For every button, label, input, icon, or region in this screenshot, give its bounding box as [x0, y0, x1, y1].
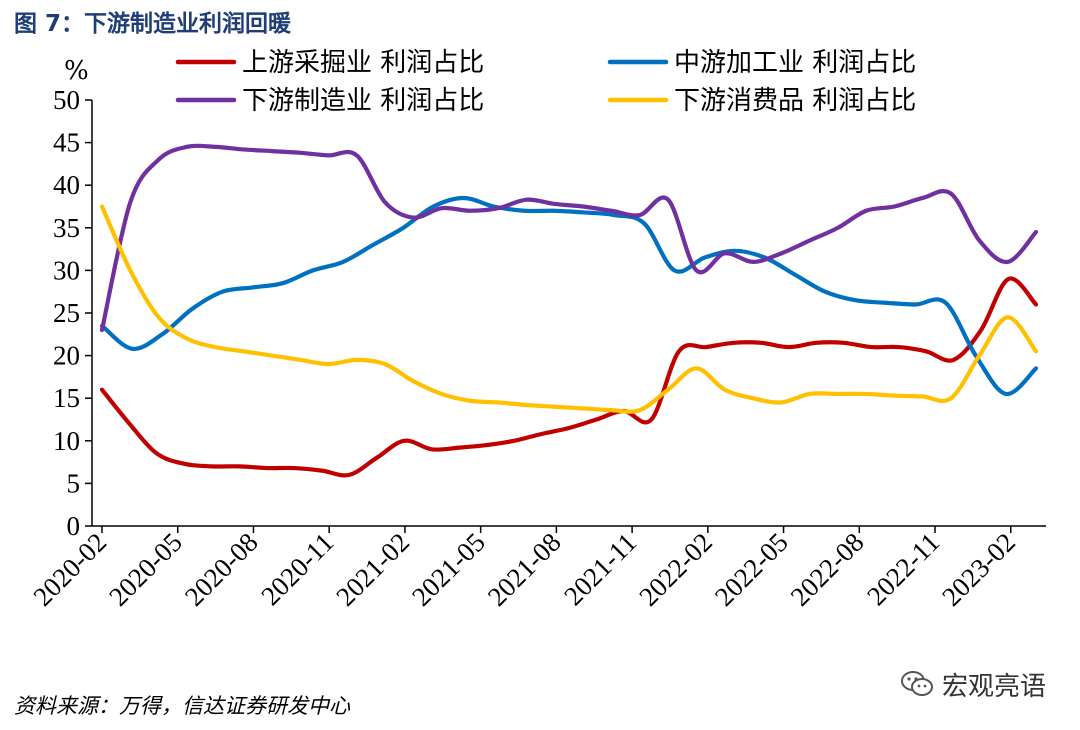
series-line-4 — [99, 204, 1039, 414]
y-tick-label: 50 — [53, 85, 80, 115]
legend-label-3: 下游制造业 利润占比 — [242, 86, 484, 116]
x-tick-label: 2022-05 — [709, 527, 794, 612]
x-tick-label: 2021-05 — [406, 527, 491, 612]
watermark: 宏观亮语 — [900, 664, 1046, 704]
legend-label-1: 上游采掘业 利润占比 — [242, 48, 484, 78]
y-tick-label: 0 — [67, 511, 81, 541]
series-line-2 — [99, 195, 1039, 397]
y-tick-label: 5 — [67, 468, 81, 498]
y-tick-label: 15 — [53, 383, 80, 413]
x-tick-label: 2021-08 — [482, 527, 567, 612]
x-tick-label: 2020-11 — [255, 527, 339, 611]
x-tick-label: 2020-05 — [103, 527, 188, 612]
y-tick-label: 35 — [53, 213, 80, 243]
watermark-text: 宏观亮语 — [942, 671, 1047, 702]
y-tick-label: 25 — [53, 298, 80, 328]
source-note: 资料来源：万得，信达证券研发中心 — [14, 694, 350, 718]
y-tick-label: 30 — [53, 255, 80, 285]
wechat-icon — [901, 671, 933, 696]
x-tick-label: 2022-11 — [861, 527, 945, 611]
y-tick-label: 40 — [53, 170, 80, 200]
figure-title: 图 7：下游制造业利润回暖 — [14, 11, 292, 37]
chart-series — [99, 143, 1039, 478]
y-tick-label: 20 — [53, 341, 80, 371]
y-tick-label: 10 — [53, 426, 80, 456]
x-tick-label: 2021-11 — [558, 527, 642, 611]
x-tick-label: 2023-02 — [936, 527, 1021, 612]
x-tick-label: 2022-02 — [633, 527, 718, 612]
series-line-3 — [99, 143, 1039, 333]
legend-label-2: 中游加工业 利润占比 — [674, 48, 916, 78]
series-line-1 — [99, 276, 1039, 478]
x-tick-label: 2022-08 — [785, 527, 870, 612]
y-axis-unit-label: % — [64, 56, 89, 86]
legend-label-4: 下游消费品 利润占比 — [674, 86, 916, 116]
x-tick-label: 2021-02 — [330, 527, 415, 612]
y-tick-label: 45 — [53, 128, 80, 158]
x-tick-label: 2020-08 — [179, 527, 264, 612]
